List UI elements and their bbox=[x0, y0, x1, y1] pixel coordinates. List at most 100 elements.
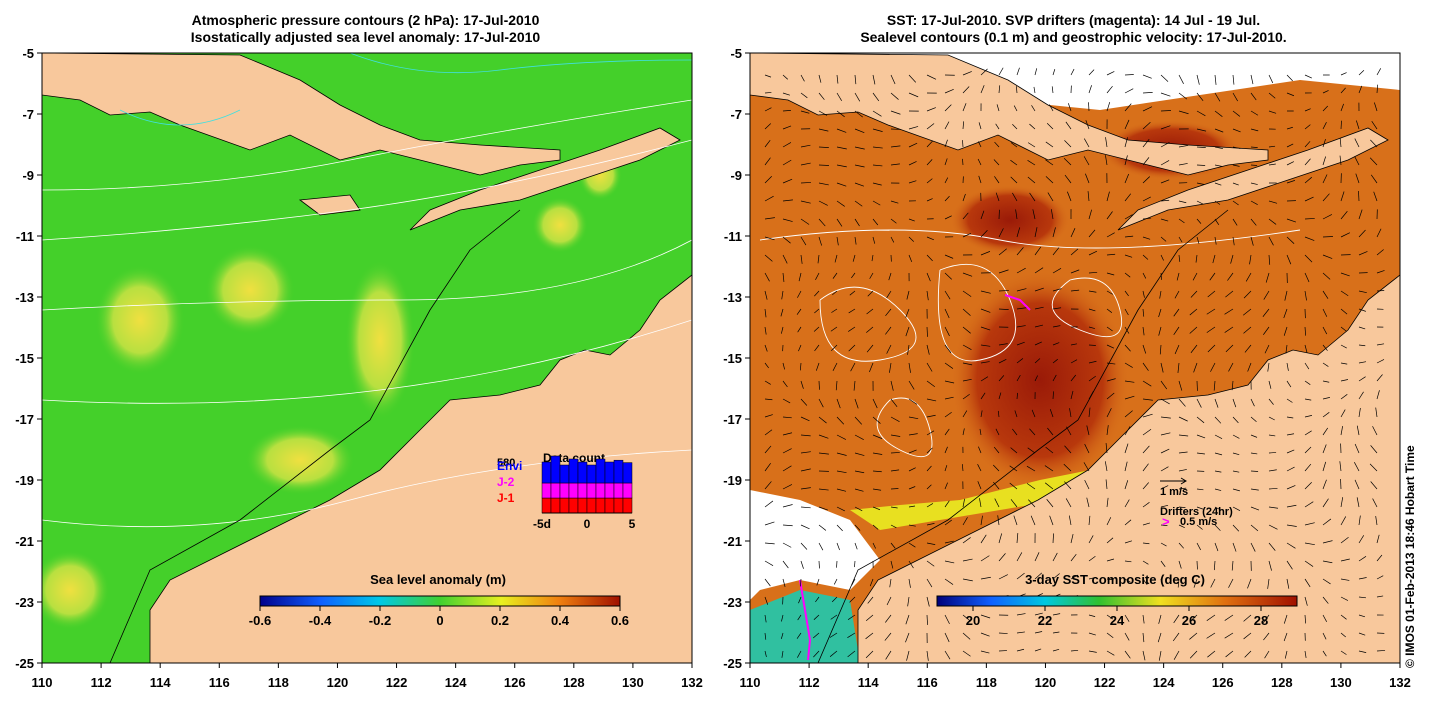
pressure-contour bbox=[42, 239, 692, 311]
velocity-vector bbox=[926, 430, 935, 436]
velocity-vector bbox=[1267, 578, 1270, 589]
velocity-vector bbox=[1340, 536, 1349, 544]
velocity-vector bbox=[1322, 290, 1329, 299]
velocity-vector bbox=[1052, 631, 1060, 634]
velocity-vector bbox=[1046, 123, 1054, 130]
velocity-vector bbox=[1034, 68, 1038, 76]
velocity-vector bbox=[1106, 425, 1109, 436]
velocity-vector bbox=[886, 596, 892, 606]
velocity-vector bbox=[926, 523, 935, 526]
velocity-vector bbox=[847, 632, 856, 639]
y-tick-label: -9 bbox=[730, 168, 742, 183]
velocity-vector bbox=[1052, 374, 1057, 382]
velocity-vector bbox=[764, 445, 772, 454]
velocity-vector bbox=[764, 429, 773, 436]
velocity-vector bbox=[944, 465, 948, 472]
sst-cloud-mask bbox=[750, 490, 880, 600]
velocity-vector bbox=[782, 542, 792, 548]
velocity-vector bbox=[908, 449, 917, 454]
velocity-vector bbox=[962, 410, 968, 418]
velocity-vector bbox=[908, 254, 913, 263]
velocity-vector bbox=[866, 326, 874, 333]
velocity-vector bbox=[1160, 179, 1170, 184]
colorbar-tick-label: 0.4 bbox=[551, 613, 570, 628]
velocity-vector bbox=[872, 488, 882, 491]
velocity-vector bbox=[1084, 479, 1090, 490]
velocity-vector bbox=[962, 428, 965, 436]
velocity-vector bbox=[1196, 398, 1202, 408]
velocity-vector bbox=[1322, 344, 1328, 351]
velocity-vector bbox=[1286, 380, 1292, 388]
pressure-contour-cyan bbox=[119, 109, 241, 126]
velocity-vector bbox=[782, 125, 792, 130]
velocity-vector bbox=[1160, 74, 1169, 82]
velocity-vector bbox=[944, 446, 948, 454]
data-count-bar-j2 bbox=[613, 482, 624, 499]
velocity-vector bbox=[816, 578, 820, 586]
velocity-vector bbox=[797, 650, 802, 658]
velocity-vector bbox=[1034, 287, 1044, 292]
velocity-vector bbox=[1088, 535, 1094, 544]
x-tick-label: 130 bbox=[1330, 675, 1352, 690]
velocity-vector bbox=[1189, 650, 1198, 659]
velocity-vector bbox=[1088, 85, 1092, 94]
velocity-vector bbox=[1206, 614, 1216, 621]
velocity-vector bbox=[944, 326, 950, 337]
velocity-vector bbox=[1105, 137, 1108, 148]
velocity-vector bbox=[1213, 560, 1216, 571]
velocity-vector bbox=[1373, 191, 1378, 202]
velocity-vector bbox=[1083, 156, 1090, 166]
velocity-vector bbox=[1263, 290, 1270, 300]
velocity-vector bbox=[1088, 407, 1091, 418]
velocity-vector bbox=[1286, 542, 1296, 549]
velocity-vector bbox=[1160, 578, 1164, 587]
velocity-vector bbox=[1124, 650, 1131, 659]
y-tick-label: -21 bbox=[15, 534, 34, 549]
velocity-vector bbox=[1142, 542, 1150, 545]
velocity-vector bbox=[1358, 209, 1363, 220]
velocity-vector bbox=[1106, 253, 1116, 256]
drifter-track bbox=[1004, 294, 1031, 311]
velocity-vector bbox=[1106, 326, 1113, 332]
velocity-vector bbox=[1232, 110, 1241, 117]
velocity-vector bbox=[1340, 394, 1348, 400]
velocity-vector bbox=[1064, 174, 1072, 184]
velocity-vector bbox=[1193, 578, 1198, 588]
velocity-vector bbox=[908, 486, 916, 490]
velocity-vector bbox=[1015, 86, 1018, 94]
velocity-vector bbox=[1124, 103, 1132, 112]
velocity-vector bbox=[1304, 522, 1315, 526]
velocity-vector bbox=[944, 88, 954, 94]
velocity-vector bbox=[1124, 410, 1133, 418]
velocity-vector bbox=[1340, 120, 1342, 130]
velocity-vector bbox=[962, 193, 966, 202]
velocity-vector bbox=[1052, 227, 1056, 238]
velocity-vector bbox=[1160, 524, 1168, 527]
velocity-vector bbox=[1340, 497, 1344, 508]
velocity-vector bbox=[764, 236, 775, 241]
sst-colorbar-ticks: 20 22 24 26 28 bbox=[966, 606, 1268, 628]
data-count-max: 580 bbox=[497, 457, 515, 469]
velocity-vector bbox=[832, 272, 838, 279]
velocity-vector bbox=[1142, 308, 1145, 317]
velocity-vector bbox=[886, 290, 892, 299]
velocity-vector bbox=[977, 158, 982, 166]
velocity-vector bbox=[1142, 122, 1151, 130]
drifter-track bbox=[799, 579, 812, 661]
velocity-vector bbox=[782, 524, 793, 527]
y-tick-label: -15 bbox=[723, 351, 742, 366]
velocity-vector bbox=[1105, 479, 1108, 490]
velocity-vector bbox=[1376, 68, 1382, 76]
y-tick-label: -23 bbox=[723, 595, 742, 610]
velocity-vector bbox=[764, 74, 772, 78]
velocity-vector bbox=[889, 578, 892, 588]
velocity-vector bbox=[854, 542, 858, 550]
data-count-legend: Envi J-2 J-1 bbox=[497, 459, 522, 505]
colorbar-tick-label: 20 bbox=[966, 613, 980, 628]
colorbar-tick-label: 0.2 bbox=[491, 613, 509, 628]
velocity-vector bbox=[1356, 425, 1360, 436]
velocity-vector bbox=[1250, 74, 1254, 85]
velocity-vector bbox=[1189, 308, 1198, 316]
velocity-vector bbox=[1142, 236, 1151, 240]
velocity-vector bbox=[1160, 398, 1170, 405]
